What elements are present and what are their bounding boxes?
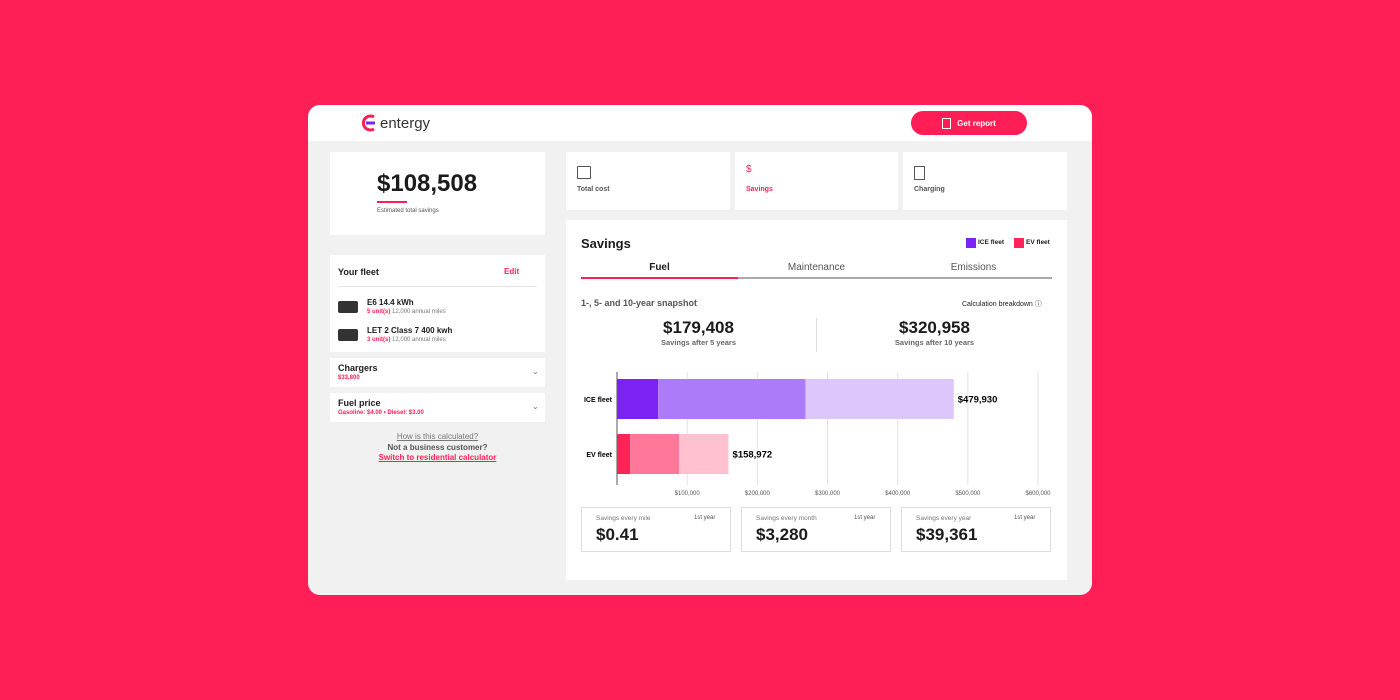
units: 3 unit(s) bbox=[367, 337, 391, 343]
chevron: ⌄ bbox=[532, 367, 539, 376]
breakdown-link[interactable]: Calculation breakdown ⓘ bbox=[962, 301, 1042, 308]
units: 5 unit(s) bbox=[367, 309, 391, 315]
bar-segment bbox=[658, 379, 806, 419]
bar-segment bbox=[630, 434, 680, 474]
links: How is this calculated? Not a business c… bbox=[330, 432, 545, 464]
legend-label: EV fleet bbox=[1026, 239, 1050, 246]
x-tick-label: $300,000 bbox=[815, 491, 841, 497]
snapshot-label: Savings after 5 years bbox=[660, 338, 737, 347]
bar-segment bbox=[617, 434, 631, 474]
how-link[interactable]: How is this calculated? bbox=[396, 432, 479, 441]
tab-label: Charging bbox=[914, 186, 945, 193]
chargers-title: Chargers bbox=[338, 363, 378, 373]
stat-card: Savings every mile 1st year $0.41 bbox=[581, 507, 731, 552]
header: entergy Get report bbox=[308, 105, 1092, 141]
legend-swatch bbox=[966, 238, 976, 248]
report-icon bbox=[942, 117, 952, 129]
x-tick-label: $200,000 bbox=[745, 491, 771, 497]
bar-segment bbox=[617, 379, 659, 419]
logo-mark bbox=[361, 114, 375, 132]
savings-panel: Savings ICE fleet EV fleet Fuel Maintena… bbox=[566, 220, 1067, 580]
stat-value: $39,361 bbox=[916, 525, 978, 544]
total-label: $158,972 bbox=[733, 450, 773, 461]
y-tick-label: EV fleet bbox=[586, 452, 612, 459]
miles: 12,000 annual miles bbox=[392, 309, 446, 315]
divider bbox=[338, 286, 537, 287]
switch-link[interactable]: Switch to residential calculator bbox=[378, 453, 497, 462]
summary-card: $108,508 Estimated total savings bbox=[330, 152, 545, 235]
fuel-title: Fuel price bbox=[338, 398, 381, 408]
vehicle-name: LET 2 Class 7 400 kwh bbox=[367, 326, 453, 335]
legend-label: ICE fleet bbox=[978, 239, 1005, 246]
panel-title: Savings bbox=[581, 236, 631, 251]
stat-value: $3,280 bbox=[756, 525, 808, 544]
edit-link[interactable]: Edit bbox=[504, 267, 520, 276]
total-label: $479,930 bbox=[958, 395, 998, 406]
stat-card: Savings every year 1st year $39,361 bbox=[901, 507, 1051, 552]
breakdown-text: Calculation breakdown bbox=[962, 301, 1033, 308]
tab-card[interactable]: Total cost bbox=[566, 152, 730, 210]
stat-value: $0.41 bbox=[596, 525, 639, 544]
fleet-title: Your fleet bbox=[338, 267, 379, 277]
stat-label: Savings every month bbox=[756, 515, 817, 522]
app-window: entergy Get report $108,508 Estimated to… bbox=[308, 105, 1092, 595]
sub-tab[interactable]: Fuel bbox=[581, 262, 738, 279]
tab-card[interactable]: Charging bbox=[903, 152, 1067, 210]
snapshot: $320,958 Savings after 10 years bbox=[817, 318, 1052, 347]
vehicle-icon bbox=[338, 301, 358, 313]
snapshot: $179,408 Savings after 5 years bbox=[581, 318, 816, 347]
stat-label: Savings every year bbox=[916, 515, 972, 522]
bar-segment bbox=[679, 434, 729, 474]
chargers-card[interactable]: Chargers $33,800 ⌄ bbox=[330, 358, 545, 387]
fleet-card: Your fleet Edit E6 14.4 kWh 5 unit(s) 12… bbox=[330, 255, 545, 352]
x-tick-label: $400,000 bbox=[885, 491, 911, 497]
charger-icon bbox=[914, 166, 925, 180]
sub-tab[interactable]: Maintenance bbox=[738, 262, 895, 279]
total-savings: $108,508 bbox=[377, 170, 478, 197]
tab-label: Total cost bbox=[577, 186, 610, 193]
get-report-button[interactable]: Get report bbox=[911, 111, 1027, 135]
x-tick-label: $600,000 bbox=[1025, 491, 1051, 497]
logo-text: entergy bbox=[380, 115, 431, 132]
bar-chart: $100,000 $200,000 $300,000 $400,000 $500,000… bbox=[584, 372, 1051, 497]
x-tick-label: $500,000 bbox=[955, 491, 981, 497]
miles: 12,000 annual miles bbox=[392, 337, 446, 343]
divider bbox=[816, 318, 817, 352]
snapshot-value: $320,958 bbox=[899, 318, 970, 337]
savings-icon: $ bbox=[746, 164, 752, 175]
vehicle-icon bbox=[338, 329, 358, 341]
subtitle: 1-, 5- and 10-year snapshot bbox=[581, 298, 698, 308]
stat-card: Savings every month 1st year $3,280 bbox=[741, 507, 891, 552]
stat-label: Savings every mile bbox=[596, 515, 651, 522]
chargers-value: $33,800 bbox=[338, 375, 360, 381]
legend-swatch bbox=[1014, 238, 1024, 248]
fuel-value: Gasoline: $4.00 • Diesel: $3.00 bbox=[338, 410, 424, 416]
stat-period: 1st year bbox=[1014, 515, 1036, 521]
calendar-icon bbox=[577, 166, 591, 179]
caption: Estimated total savings bbox=[377, 208, 439, 214]
stat-period: 1st year bbox=[694, 515, 716, 521]
y-tick-label: ICE fleet bbox=[584, 397, 613, 404]
sub-tab[interactable]: Emissions bbox=[895, 262, 1052, 279]
vehicle-name: E6 14.4 kWh bbox=[367, 298, 414, 307]
not-business: Not a business customer? bbox=[387, 442, 488, 452]
chevron: ⌄ bbox=[532, 402, 539, 411]
snapshot-label: Savings after 10 years bbox=[894, 338, 975, 347]
fuel-card[interactable]: Fuel price Gasoline: $4.00 • Diesel: $3.… bbox=[330, 393, 545, 422]
sub-tabs: Fuel Maintenance Emissions bbox=[581, 262, 1052, 279]
tab-label: Savings bbox=[746, 186, 773, 193]
tab-card[interactable]: $ Savings bbox=[735, 152, 898, 210]
bar-segment bbox=[805, 379, 954, 419]
button-label: Get report bbox=[957, 118, 996, 128]
snapshot-value: $179,408 bbox=[663, 318, 734, 337]
stat-period: 1st year bbox=[854, 515, 876, 521]
x-tick-label: $100,000 bbox=[675, 491, 701, 497]
underline bbox=[377, 201, 407, 203]
